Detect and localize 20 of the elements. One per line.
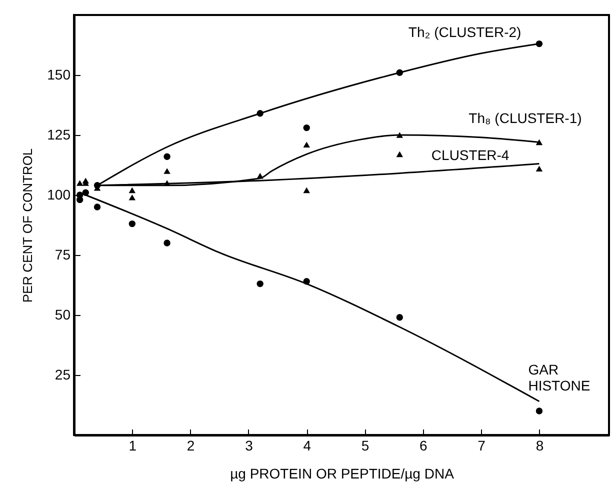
y-tick-label: 125 <box>47 126 71 142</box>
y-tick-label: 75 <box>54 246 71 262</box>
x-tick-label: 8 <box>536 438 544 454</box>
series-label: Th₂ (CLUSTER-2) <box>408 24 522 40</box>
x-tick-label: 2 <box>186 438 195 454</box>
y-tick-label: 25 <box>54 366 71 382</box>
y-tick-label: 150 <box>47 66 71 82</box>
series-label: GAR HISTONE <box>528 361 590 394</box>
series-label: Th₈ (CLUSTER-1) <box>468 110 582 126</box>
x-tick-label: 1 <box>128 438 137 454</box>
x-axis-title: µg PROTEIN OR PEPTIDE/µg DNA <box>230 466 455 482</box>
y-axis-title: PER CENT OF CONTROL <box>20 148 36 303</box>
x-tick-label: 7 <box>478 438 486 454</box>
x-tick-label: 6 <box>420 438 428 454</box>
y-tick-label: 50 <box>54 306 71 322</box>
x-tick-label: 3 <box>245 438 254 454</box>
series-label: CLUSTER-4 <box>431 146 510 163</box>
x-tick-label: 4 <box>303 438 312 454</box>
x-tick-label: 5 <box>361 438 370 454</box>
y-tick-label: 100 <box>47 186 71 202</box>
